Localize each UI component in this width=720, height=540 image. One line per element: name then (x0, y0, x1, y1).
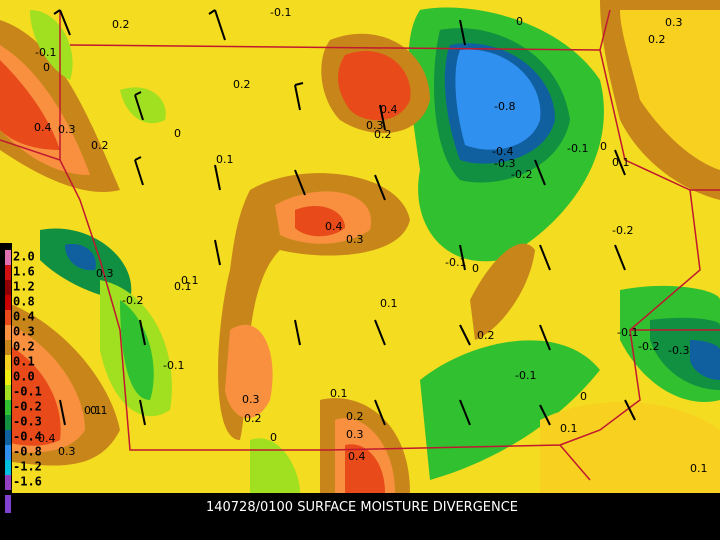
contour-label: -0.2 (511, 168, 532, 181)
contour-label: 0.2 (112, 18, 130, 31)
contour-label: 0.3 (346, 233, 364, 246)
contour-label: 0.1 (612, 156, 630, 169)
legend-label: 0.2 (13, 340, 35, 354)
wind-barbs (53, 9, 636, 426)
contour-label: 0 (600, 140, 607, 153)
legend-swatch (5, 430, 11, 445)
contour-label: 0.3 (96, 267, 114, 280)
contour-label: 0.4 (38, 432, 56, 445)
contour-label: 0.1 (174, 280, 192, 293)
legend-swatch (5, 495, 11, 513)
contour-label: 0.2 (374, 128, 392, 141)
contour-label: -0.3 (494, 157, 515, 170)
contour-label: -0.1 (515, 369, 536, 382)
contour-label: 0.3 (242, 393, 260, 406)
contour-label: 0.1 (690, 462, 708, 475)
legend-swatch (5, 250, 11, 265)
legend-swatch (5, 280, 11, 295)
contour-label: -0.2 (612, 224, 633, 237)
contour-label: 0 (174, 127, 181, 140)
contour-field (0, 0, 720, 493)
legend-label: 0.3 (13, 325, 35, 339)
contour-label: 0.3 (366, 119, 384, 132)
contour-label: 0.3 (665, 16, 683, 29)
contour-label: 0.3 (58, 445, 76, 458)
contour-label: 0.1 (560, 422, 578, 435)
contour-label: 0 (270, 431, 277, 444)
legend-label: -0.4 (13, 430, 42, 444)
contour-label: 0.3 (346, 428, 364, 441)
contour-label: 0.4 (34, 121, 52, 134)
contour-label: 0.1 (380, 297, 398, 310)
contour-label: 0.1 (330, 387, 348, 400)
contour-label: -0.2 (638, 340, 659, 353)
legend-label: -0.3 (13, 415, 42, 429)
legend-swatch (5, 325, 11, 340)
contour-label: -0.1 (617, 326, 638, 339)
caption: 140728/0100 SURFACE MOISTURE DIVERGENCE (206, 500, 518, 515)
contour-label: 0.2 (233, 78, 251, 91)
contour-label: 0.1 (90, 404, 108, 417)
contour-label: -0.8 (494, 100, 515, 113)
legend-label: -1.2 (13, 460, 42, 474)
legend-label: -1.6 (13, 475, 42, 489)
contour-label: 0.4 (380, 103, 398, 116)
legend-label: 2.0 (13, 250, 35, 264)
legend-swatch (5, 370, 11, 385)
contour-label: 0.1 (84, 404, 102, 417)
contour-label: 0.4 (325, 220, 343, 233)
contour-label: -0.3 (668, 344, 689, 357)
contour-label: 0 (516, 15, 523, 28)
legend-label: 0.8 (13, 295, 35, 309)
contour-label: 0.4 (348, 450, 366, 463)
contour-label: 0.3 (58, 123, 76, 136)
contour-labels: 0.2-0.100.4 0.30.20.200.10.40.30.2-0.8-0.… (34, 6, 708, 475)
contour-label: 0.2 (244, 412, 262, 425)
contour-label: -0.1 (270, 6, 291, 19)
legend-label: 1.6 (13, 265, 35, 279)
contour-label: -0.1 (567, 142, 588, 155)
legend-swatch (5, 310, 11, 325)
contour-label: -0.1 (445, 256, 466, 269)
legend-swatch (5, 265, 11, 280)
legend-label: 0.1 (13, 355, 35, 369)
legend-swatch (5, 295, 11, 310)
legend-label: 0.0 (13, 370, 35, 384)
legend-swatch (5, 415, 11, 430)
contour-label: 0.2 (648, 33, 666, 46)
contour-label: -0.1 (35, 46, 56, 59)
legend-swatch (5, 475, 11, 490)
legend-label: 1.2 (13, 280, 35, 294)
legend-swatch (5, 445, 11, 460)
legend: 2.01.61.20.80.40.30.20.10.0-0.1-0.2-0.3-… (5, 250, 42, 490)
contour-label: -0.1 (163, 359, 184, 372)
legend-swatch (5, 460, 11, 475)
contour-label: 0.1 (216, 153, 234, 166)
contour-label: -0.4 (492, 145, 513, 158)
legend-label: -0.8 (13, 445, 42, 459)
state-borders (0, 9, 720, 481)
contour-label: 0.2 (477, 329, 495, 342)
contour-label: 0 (580, 390, 587, 403)
contour-label: 0.2 (346, 410, 364, 423)
legend-swatch (5, 340, 11, 355)
legend-label: -0.1 (13, 385, 42, 399)
legend-swatch (5, 385, 11, 400)
contour-label: 0 (472, 262, 479, 275)
legend-label: -0.2 (13, 400, 42, 414)
contour-label: -0.2 (122, 294, 143, 307)
legend-swatch (5, 400, 11, 415)
contour-label: 0.2 (91, 139, 109, 152)
contour-label: 0 (43, 61, 50, 74)
contour-label: 0.1 (181, 274, 199, 287)
legend-label: 0.4 (13, 310, 35, 324)
legend-swatch (5, 355, 11, 370)
